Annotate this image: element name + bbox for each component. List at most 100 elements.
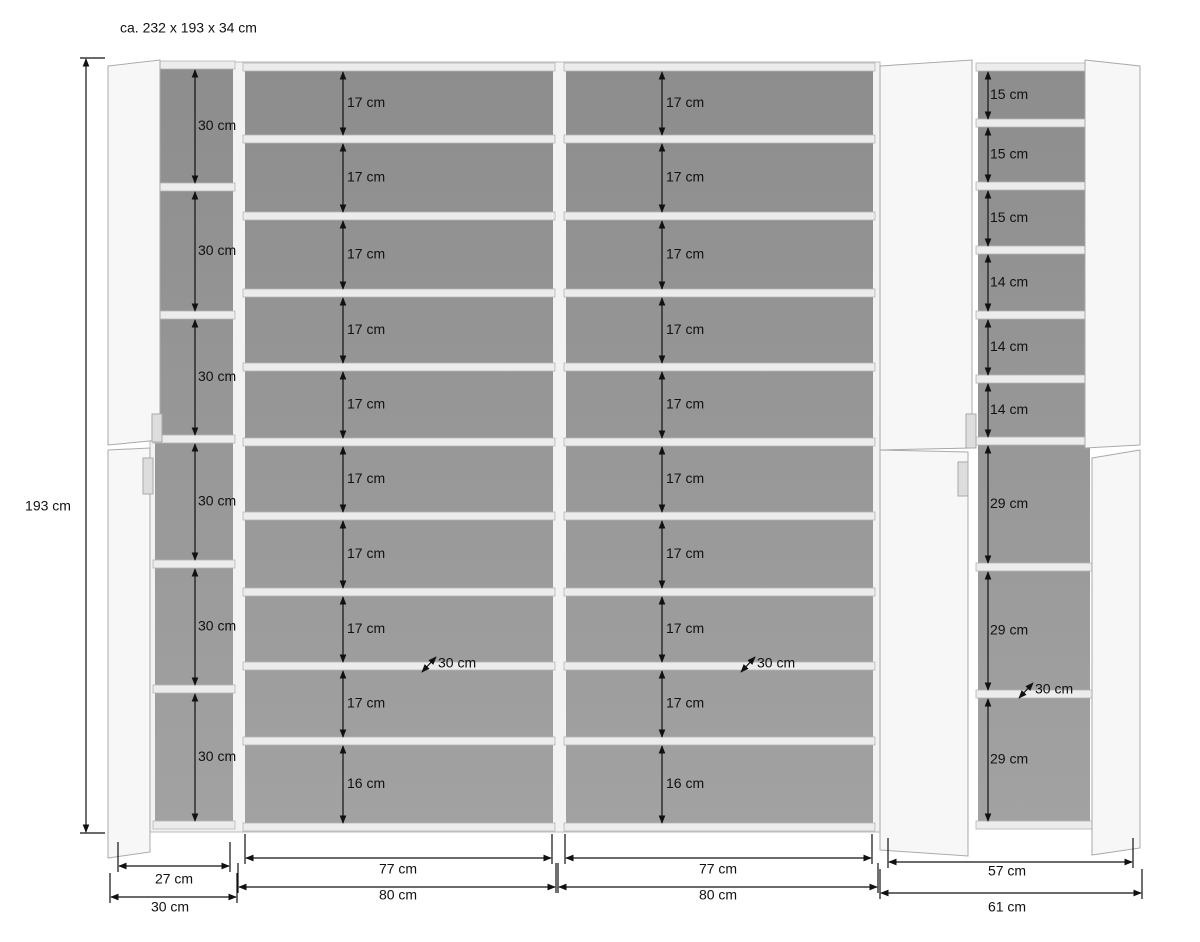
shelf-height-label: 17 cm [347,396,385,412]
shelf [152,310,236,320]
depth-label: 30 cm [1035,681,1073,697]
shelf [563,661,876,671]
shelf [242,822,556,832]
compartment-back [566,68,873,828]
shelf [975,820,1093,830]
shelf [563,822,876,832]
shelf [242,437,556,447]
shelf-height-label: 17 cm [666,695,704,711]
shelf [563,211,876,221]
shelf [563,511,876,521]
width-label: 80 cm [699,887,737,903]
shelf [242,362,556,372]
shelf-height-label: 14 cm [990,401,1028,417]
shelf [242,134,556,144]
door [107,59,161,446]
shelf-height-label: 17 cm [347,94,385,110]
depth-label: 30 cm [438,655,476,671]
shelf-height-label: 14 cm [990,274,1028,290]
shelf [563,437,876,447]
shelf [975,310,1093,320]
shelf [242,62,556,72]
shelf [975,118,1093,128]
shelf-height-label: 29 cm [990,495,1028,511]
shelf-height-label: 30 cm [198,117,236,133]
shelf-height-label: 17 cm [347,470,385,486]
shelf [152,182,236,192]
shelf [152,60,236,70]
shelf-height-label: 29 cm [990,622,1028,638]
shelf [975,689,1093,699]
handle [965,413,977,449]
width-label: 77 cm [379,861,417,877]
shelf-height-label: 30 cm [198,493,236,509]
compartment-back [978,68,1090,826]
shelf-height-label: 17 cm [347,695,385,711]
shelf [975,245,1093,255]
shelf-height-label: 17 cm [666,545,704,561]
shelf-height-label: 30 cm [198,242,236,258]
shelf [563,62,876,72]
shelf [242,661,556,671]
width-label: 80 cm [379,887,417,903]
shelf-height-label: 17 cm [347,246,385,262]
shelf [152,684,236,694]
shelf-height-label: 16 cm [666,775,704,791]
height-label: 193 cm [25,498,71,514]
door [1084,59,1141,449]
door [107,447,151,859]
door [1091,449,1141,856]
shelf [563,587,876,597]
shelf [563,362,876,372]
doors [107,59,1141,859]
shelf-height-label: 17 cm [347,545,385,561]
handle [142,457,154,495]
shelf-height-label: 17 cm [666,396,704,412]
shelf-height-label: 30 cm [198,368,236,384]
shelf [975,374,1093,384]
shelf [242,736,556,746]
depth-arrow [740,656,756,673]
width-dimensions: 27 cm 30 cm 77 cm 80 cm 77 cm 80 cm 57 cm 61 cm [109,834,1143,915]
shelf [152,434,236,444]
shelf [563,288,876,298]
shelf-height-label: 17 cm [666,94,704,110]
shelf-height-label: 17 cm [666,470,704,486]
shelf-height-label: 14 cm [990,338,1028,354]
width-label: 77 cm [699,861,737,877]
door [879,59,973,451]
shelf [975,436,1093,446]
shelf [563,134,876,144]
width-label: 27 cm [155,871,193,887]
shelf [242,211,556,221]
shelf-height-label: 15 cm [990,86,1028,102]
compartment-back [245,68,553,828]
shelf-height-label: 17 cm [347,169,385,185]
shelf [975,181,1093,191]
shelf-height-label: 30 cm [198,618,236,634]
title: ca. 232 x 193 x 34 cm [120,20,257,36]
shelf-height-label: 15 cm [990,146,1028,162]
shelf [152,820,236,830]
shelf [242,587,556,597]
shelf-height-label: 17 cm [666,246,704,262]
columns: 30 cm 30 cm 30 cm 30 cm 30 cm 30 cm 17 cm 17 cm… [152,60,1093,832]
shelf [975,562,1093,572]
shelf [152,559,236,569]
shelf [975,62,1093,72]
width-label: 61 cm [988,899,1026,915]
door [879,449,969,857]
shelf-height-label: 16 cm [347,775,385,791]
depth-arrow [1018,682,1034,699]
handle [957,461,969,497]
shelf-height-label: 17 cm [347,321,385,337]
handle [151,413,163,443]
shelf-height-label: 17 cm [666,321,704,337]
shelf-height-label: 30 cm [198,748,236,764]
depth-arrow [421,656,437,673]
shelf-height-label: 17 cm [347,620,385,636]
shelf-height-label: 29 cm [990,751,1028,767]
depth-label: 30 cm [757,655,795,671]
